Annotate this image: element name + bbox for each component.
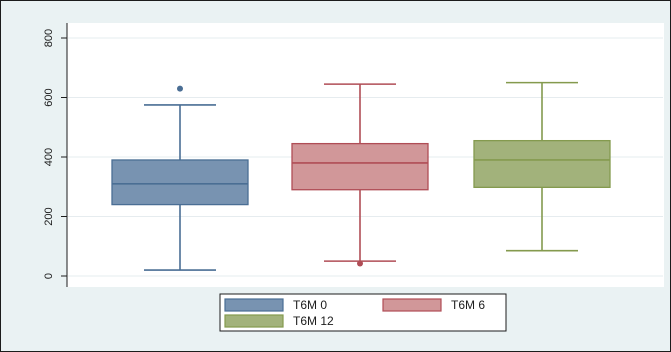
y-tick-label-0: 0 — [43, 273, 55, 279]
legend-label-t6m-6: T6M 6 — [451, 298, 485, 312]
legend-swatch-t6m-0 — [224, 298, 284, 312]
box-t6m-0 — [111, 85, 249, 271]
iqr-box-t6m-6 — [291, 142, 429, 191]
box-t6m-6 — [291, 83, 429, 267]
y-tick-label-800: 800 — [43, 29, 55, 47]
legend: T6M 0 T6M 6 T6M 12 — [219, 293, 507, 332]
legend-label-t6m-12: T6M 12 — [293, 314, 334, 328]
box-t6m-12 — [473, 81, 611, 252]
iqr-box-t6m-12 — [473, 139, 611, 188]
y-tick-label-400: 400 — [43, 148, 55, 166]
y-tick-label-200: 200 — [43, 207, 55, 225]
iqr-box-t6m-0 — [111, 159, 249, 206]
legend-label-t6m-0: T6M 0 — [293, 298, 327, 312]
legend-swatch-t6m-6 — [382, 298, 442, 312]
outlier-t6m-6-0 — [357, 260, 363, 267]
y-tick-label-600: 600 — [43, 88, 55, 106]
boxes — [111, 81, 611, 271]
legend-swatch-t6m-12 — [224, 314, 284, 328]
outlier-t6m-0-0 — [177, 85, 183, 92]
y-ticks: 0 200 400 600 800 — [43, 29, 67, 279]
